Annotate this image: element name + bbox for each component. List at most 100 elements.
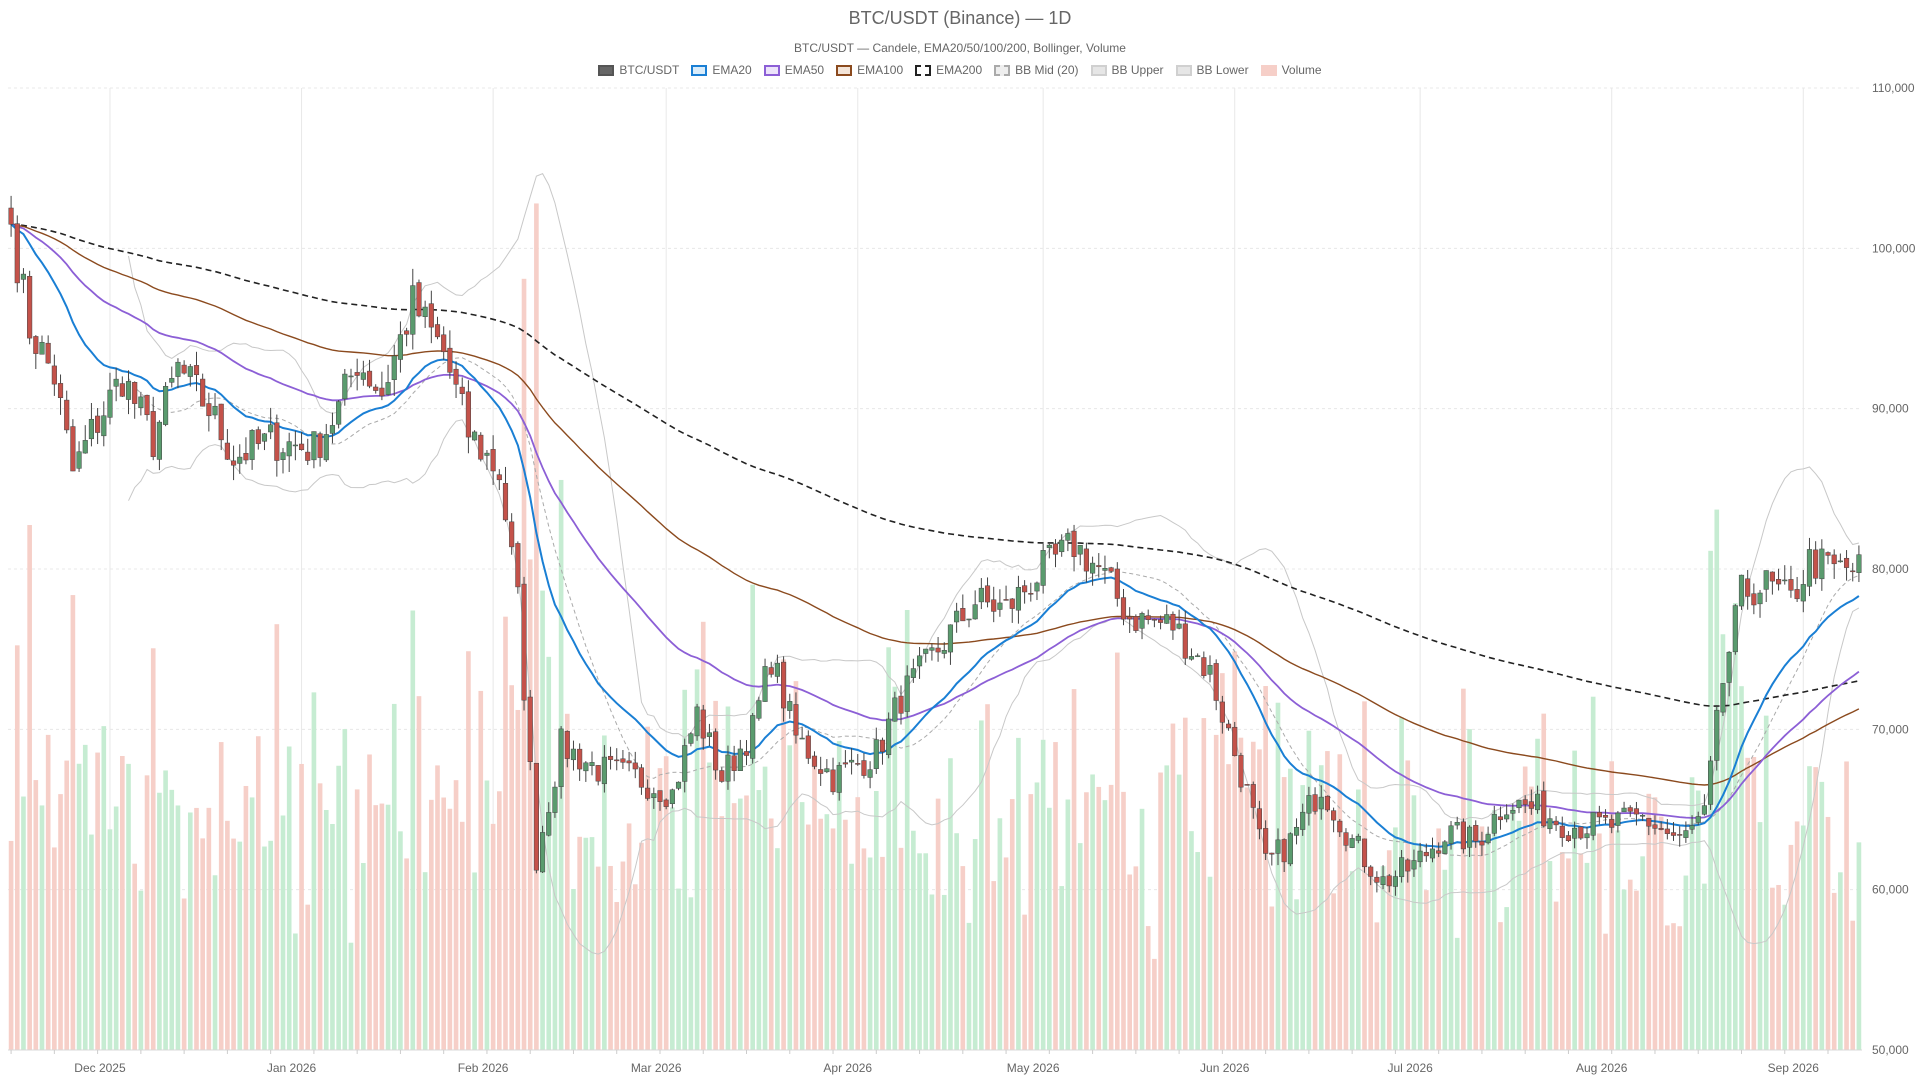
candle-body: [255, 429, 261, 444]
volume-bar: [676, 888, 681, 1050]
volume-bar: [187, 812, 193, 1050]
volume-bar: [707, 762, 712, 1050]
volume-bar: [1331, 893, 1336, 1050]
candle-body: [348, 375, 354, 378]
volume-bar: [120, 756, 125, 1050]
candle-body: [546, 812, 552, 836]
chart-title: BTC/USDT (Binance) — 1D: [848, 8, 1072, 28]
candle-body: [1318, 796, 1324, 810]
volume-bar: [286, 746, 292, 1050]
y-tick-label: 100,000: [1872, 241, 1916, 255]
candle-body: [1392, 876, 1398, 887]
candle-body: [249, 430, 255, 460]
candle-body: [533, 762, 539, 871]
volume-bar: [1510, 807, 1516, 1050]
legend-swatch: [836, 64, 853, 76]
candle-body: [966, 618, 972, 621]
candle-body: [1553, 820, 1559, 826]
candle-body: [1003, 599, 1009, 601]
candle-body: [645, 787, 651, 799]
candle-body: [1578, 826, 1584, 839]
volume-bar: [805, 824, 811, 1050]
volume-bar: [435, 765, 440, 1050]
volume-bar: [1498, 922, 1503, 1050]
volume-bar: [632, 884, 638, 1050]
candle-body: [1720, 683, 1726, 713]
legend-item-ema200[interactable]: EMA200: [915, 63, 982, 77]
candle-body: [113, 378, 119, 387]
candle-body: [1751, 593, 1757, 606]
volume-bar: [398, 831, 403, 1050]
volume-bar: [1207, 876, 1213, 1050]
candle-body: [1052, 543, 1059, 555]
volume-bar: [1164, 765, 1170, 1050]
candle-body: [1609, 819, 1615, 828]
candle-body: [1825, 552, 1831, 556]
candle-body: [181, 364, 187, 374]
candle-body: [793, 704, 799, 736]
volume-bar: [1053, 742, 1058, 1050]
candle-body: [694, 706, 700, 737]
x-tick-label: Jan 2026: [267, 1061, 317, 1075]
volume-bar: [515, 709, 521, 1050]
volume-bar: [1442, 869, 1448, 1050]
candle-body: [342, 373, 348, 400]
candle-body: [1837, 560, 1843, 563]
candle-body: [156, 421, 162, 460]
volume-bar: [293, 933, 298, 1050]
legend-label: EMA20: [712, 63, 752, 77]
volume-bar: [812, 766, 817, 1050]
candle-body: [1454, 822, 1460, 826]
candle-body: [1195, 655, 1201, 657]
legend-item-bb-upper[interactable]: BB Upper: [1090, 63, 1164, 77]
volume-bar: [589, 837, 595, 1050]
volume-bar: [490, 823, 496, 1050]
candle-body: [1158, 619, 1164, 623]
volume-bar: [620, 861, 626, 1050]
bb-mid-line: [128, 357, 1860, 857]
volume-bar: [1695, 790, 1701, 1050]
volume-bar: [1170, 723, 1176, 1050]
volume-bar: [855, 797, 861, 1050]
candle-body: [484, 452, 490, 456]
candle-body: [39, 341, 45, 355]
volume-bar: [1473, 828, 1479, 1050]
legend-item-ema100[interactable]: EMA100: [836, 63, 903, 77]
legend-label: EMA200: [936, 63, 983, 77]
candle-body: [82, 440, 88, 454]
candle-body: [1071, 530, 1077, 557]
candle-body: [774, 662, 780, 677]
candle-body: [200, 378, 206, 407]
candle-body: [1745, 578, 1751, 597]
volume-bar: [583, 837, 589, 1050]
volume-bar: [484, 780, 490, 1050]
volume-bar: [274, 624, 280, 1050]
volume-bar: [768, 818, 774, 1050]
legend-item-ema20[interactable]: EMA20: [691, 63, 752, 77]
y-tick-label: 70,000: [1872, 722, 1909, 736]
candle-body: [150, 411, 156, 457]
legend-item-bb-mid-20[interactable]: BB Mid (20): [994, 63, 1079, 77]
candle-body: [1176, 623, 1182, 629]
candle-body: [1046, 544, 1052, 548]
legend-item-ema50[interactable]: EMA50: [763, 63, 824, 77]
volume-bar: [1213, 734, 1219, 1050]
candle-body: [527, 696, 533, 763]
legend-item-btc-usdt[interactable]: BTC/USDT: [598, 63, 679, 77]
candle-body: [855, 763, 861, 765]
legend-item-bb-lower[interactable]: BB Lower: [1175, 63, 1249, 77]
volume-bar: [1547, 861, 1553, 1050]
volume-bar: [478, 690, 484, 1050]
volume-bar: [688, 897, 694, 1050]
volume-bar: [713, 700, 718, 1050]
candle-body: [1510, 809, 1516, 814]
candle-body: [515, 543, 521, 588]
candle-body: [583, 762, 589, 772]
volume-bar: [1356, 789, 1361, 1050]
volume-bar: [101, 726, 107, 1050]
candle-body: [1083, 548, 1089, 572]
legend-item-volume[interactable]: Volume: [1260, 63, 1322, 77]
candle-body: [651, 793, 657, 799]
candle-body: [1652, 824, 1658, 829]
candle-body: [119, 383, 125, 397]
